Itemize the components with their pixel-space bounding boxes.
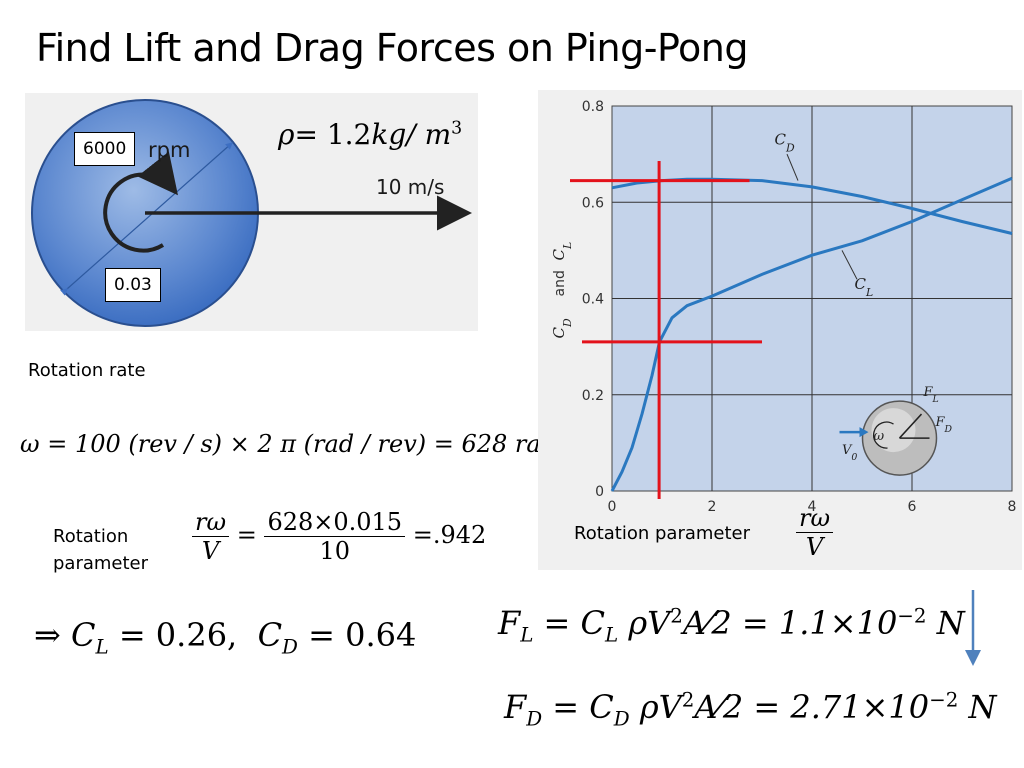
x-tick-label-0: 0 [608,499,617,515]
numeric-denominator: 10 [319,537,351,565]
y-axis-label-cl: CL [550,242,574,261]
caption-numerator: rω [796,504,834,533]
y-axis-label-and: and [552,270,568,296]
reading-markers [570,161,762,499]
rotation-parameter-label: Rotation parameter [53,523,148,577]
drag-dynamic-pressure: ρV [639,688,682,726]
cl-value: = 0.26, [118,616,238,654]
rotation-parameter-label-line1: Rotation [53,526,129,547]
tick-labels: 0 2 4 6 8 0 0.2 0.4 0.6 0.8 CD and CL [550,99,1016,515]
diameter-value-box: 0.03 [105,268,161,302]
x-tick-label-6: 6 [908,499,917,515]
rpm-unit: rpm [148,138,191,162]
down-arrow-icon [965,590,981,666]
inset-fl-label: FL [923,385,939,405]
fraction-denominator: V [201,537,220,565]
annotations: CD CL [775,131,874,299]
y-tick-label-0.8: 0.8 [582,99,604,115]
slide-title: Find Lift and Drag Forces on Ping-Pong [36,26,748,70]
rotation-arrow-icon [103,151,178,253]
drag-force-subscript: D [526,707,543,731]
lift-coefficient-term: = C [543,604,606,642]
drag-force-value: A⁄2 = 2.71×10 [694,688,930,726]
rpm-value-box: 6000 [74,132,136,166]
inset-ball-highlight [871,408,916,453]
lift-force-symbol: F [498,604,521,642]
cl-curve-label: CL [855,275,874,299]
lift-force-exponent: −2 [897,604,927,628]
cl-symbol: C [70,616,96,654]
y-axis-label: CD and CL [550,242,574,339]
series-line-cl [610,176,1013,492]
density-value: = 1.2 [294,118,372,151]
rotation-parameter-label-line2: parameter [53,553,149,574]
y-tick-label-0.4: 0.4 [582,292,604,308]
x-tick-label-2: 2 [708,499,717,515]
density-unit-kg: kg [371,118,407,151]
cd-subscript: D [282,635,298,659]
drag-force-exponent: −2 [929,688,959,712]
inset-rotation-arrow-icon [873,421,894,449]
implies-symbol: ⇒ [34,616,61,654]
cd-symbol: C [257,616,283,654]
diameter-line [60,142,233,296]
numeric-numerator: 628×0.015 [264,508,406,537]
density-symbol: ρ [278,118,295,151]
y-tick-label-0.2: 0.2 [582,388,604,404]
y-axis-label-cd: CD [550,318,574,338]
lift-dynamic-pressure: ρV [628,604,671,642]
x-tick-label-8: 8 [1008,499,1017,515]
drag-force-symbol: F [504,688,527,726]
caption-denominator: V [805,533,824,561]
rotation-rate-label: Rotation rate [28,360,146,381]
cd-cl-chart: 0 2 4 6 8 0 0.2 0.4 0.6 0.8 CD and CL CD CL ω FL FD V0 [538,90,1022,570]
cd-label-leader [786,153,799,181]
fraction-numerator: rω [192,508,230,537]
rotation-parameter-equation: rω V = 628×0.015 10 =.942 [192,508,486,565]
inset-v0-label: V0 [842,443,857,463]
lift-force-subscript: L [520,623,534,647]
lift-force-unit: N [936,604,965,642]
inset-ball-diagram: ω FL FD V0 [839,385,953,476]
inset-fd-label: FD [935,415,953,435]
y-tick-label-0.6: 0.6 [582,195,604,211]
inset-velocity-arrowhead-icon [859,427,869,438]
rotation-parameter-result: =.942 [412,521,487,549]
coefficients-result: ⇒ CL = 0.26, CD = 0.64 [34,616,416,658]
cl-label-leader [841,250,858,280]
y-tick-label-0: 0 [595,484,604,500]
rw-over-v-fraction: rω V [192,508,230,565]
cd-value: = 0.64 [308,616,417,654]
density-unit-m: / m [406,118,452,151]
drag-force-unit: N [968,688,997,726]
lift-force-equation: FL = CL ρV2A⁄2 = 1.1×10−2 N [498,604,965,646]
density-equation: ρ= 1.2kg/ m3 [278,118,462,151]
cd-curve-label: CD [775,131,795,155]
lift-force-value: A⁄2 = 1.1×10 [682,604,898,642]
inset-omega-label: ω [874,429,885,444]
lift-coefficient-subscript: L [605,623,619,647]
cl-subscript: L [95,635,109,659]
drag-force-equation: FD = CD ρV2A⁄2 = 2.71×10−2 N [504,688,997,730]
equals-sign: = [236,521,257,549]
chart-caption-label: Rotation parameter [574,523,751,544]
drag-coefficient-subscript: D [613,707,630,731]
density-unit-exp: 3 [451,118,463,139]
drag-coefficient-term: = C [552,688,614,726]
chart-caption-fraction: rω V [796,504,834,561]
inset-lift-vector [898,413,923,439]
velocity-label: 10 m/s [376,175,445,199]
x-tick-label-4: 4 [808,499,817,515]
drag-velocity-exponent: 2 [681,688,695,712]
numeric-fraction: 628×0.015 10 [264,508,406,565]
lift-velocity-exponent: 2 [670,604,683,628]
rotation-rate-equation: ω = 100 (rev / s) × 2 π (rad / rev) = 62… [20,430,592,458]
